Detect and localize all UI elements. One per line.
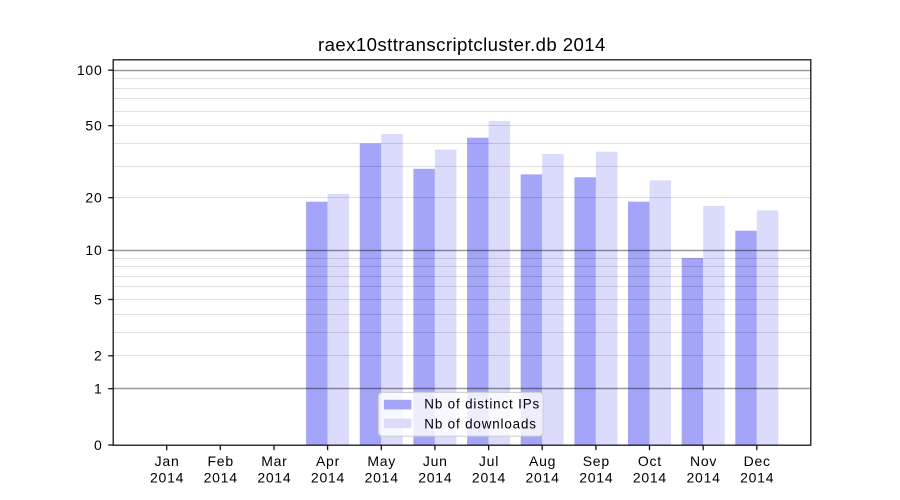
svg-text:2014: 2014 [472,469,506,485]
svg-text:Apr: Apr [316,453,340,469]
svg-text:Jul: Jul [479,453,499,469]
svg-text:Feb: Feb [208,453,234,469]
svg-text:50: 50 [85,118,102,134]
svg-text:2014: 2014 [579,469,613,485]
svg-text:2014: 2014 [633,469,667,485]
svg-text:Nb of distinct IPs: Nb of distinct IPs [424,396,540,411]
svg-text:20: 20 [85,190,102,206]
svg-text:2: 2 [94,348,103,364]
svg-text:Dec: Dec [744,453,771,469]
svg-text:Jun: Jun [423,453,448,469]
svg-text:raex10sttranscriptcluster.db 2: raex10sttranscriptcluster.db 2014 [318,34,606,55]
svg-text:Nb of downloads: Nb of downloads [424,416,537,431]
svg-text:5: 5 [94,291,103,307]
svg-text:2014: 2014 [526,469,560,485]
svg-text:2014: 2014 [687,469,721,485]
svg-text:2014: 2014 [150,469,184,485]
svg-text:100: 100 [77,62,103,78]
svg-text:2014: 2014 [311,469,345,485]
svg-text:Aug: Aug [529,453,556,469]
svg-text:1: 1 [94,381,103,397]
svg-text:10: 10 [85,242,102,258]
svg-text:2014: 2014 [204,469,238,485]
svg-text:Jan: Jan [155,453,180,469]
svg-text:Nov: Nov [690,453,717,469]
svg-text:2014: 2014 [365,469,399,485]
svg-text:Mar: Mar [261,453,287,469]
svg-text:Oct: Oct [638,453,662,469]
svg-text:2014: 2014 [257,469,291,485]
svg-text:2014: 2014 [740,469,774,485]
svg-text:May: May [367,453,396,469]
svg-text:2014: 2014 [418,469,452,485]
svg-text:0: 0 [94,437,103,453]
svg-text:Sep: Sep [583,453,610,469]
